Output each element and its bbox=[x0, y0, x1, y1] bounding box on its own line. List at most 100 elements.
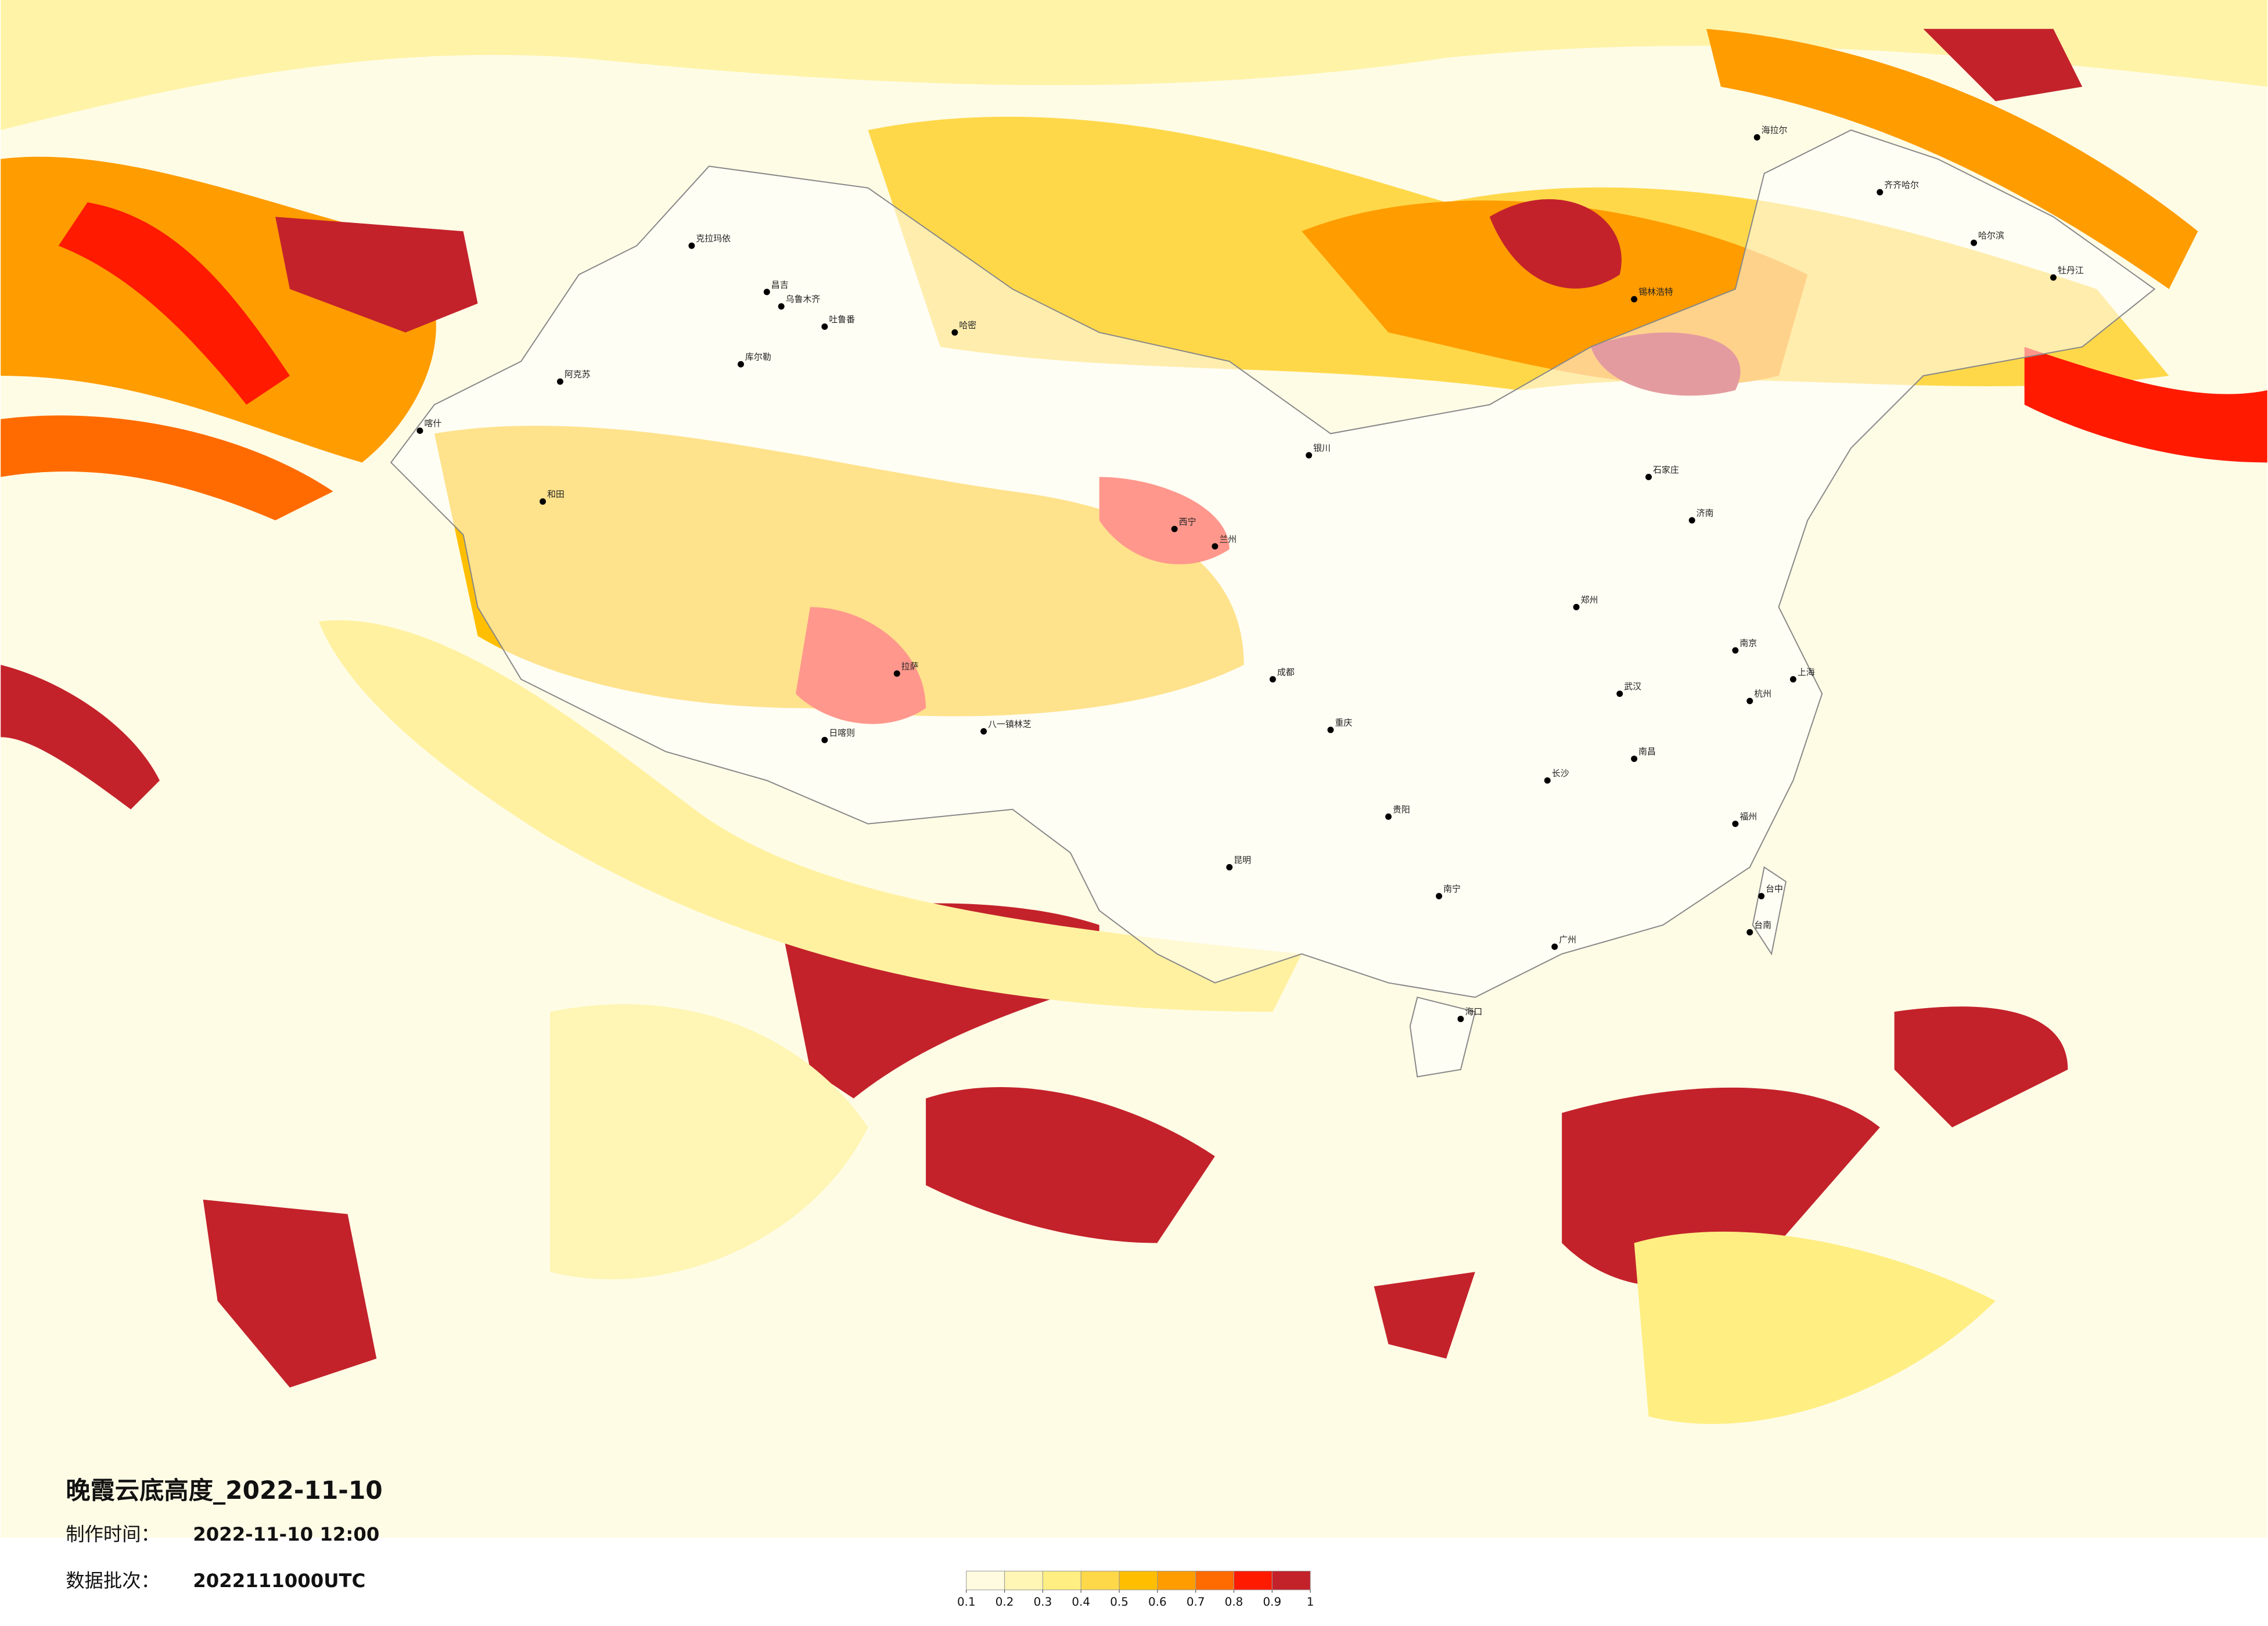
city-dot bbox=[763, 289, 770, 296]
city-label: 日喀则 bbox=[829, 728, 855, 738]
city-dot bbox=[893, 670, 900, 677]
city-label: 杭州 bbox=[1754, 689, 1771, 699]
city-dot bbox=[980, 728, 987, 735]
city-label: 南京 bbox=[1739, 638, 1757, 649]
batch-label: 数据批次： bbox=[66, 1570, 160, 1592]
city-label: 长沙 bbox=[1552, 768, 1569, 779]
city-dot bbox=[1732, 821, 1739, 828]
city-label: 石家庄 bbox=[1653, 465, 1679, 475]
city-dot bbox=[540, 498, 547, 505]
make-time-label: 制作时间： bbox=[66, 1523, 160, 1545]
cloud-area bbox=[1634, 1231, 1996, 1424]
city-dot bbox=[556, 378, 563, 385]
city-dot bbox=[416, 427, 423, 434]
city-label: 广州 bbox=[1559, 934, 1576, 945]
city-label: 昆明 bbox=[1234, 855, 1251, 865]
city-label: 哈尔滨 bbox=[1978, 231, 2004, 241]
city-dot bbox=[1573, 603, 1580, 610]
colorbar-swatch bbox=[1119, 1570, 1158, 1591]
cloud-area bbox=[58, 202, 290, 405]
city-label: 齐齐哈尔 bbox=[1884, 180, 1919, 190]
city-dot bbox=[1877, 189, 1884, 196]
colorbar-swatch bbox=[1234, 1570, 1273, 1591]
city-label: 吐鲁番 bbox=[829, 314, 855, 325]
colorbar-tick-label: 0.5 bbox=[1110, 1595, 1128, 1609]
city-label: 福州 bbox=[1739, 811, 1757, 822]
city-dot bbox=[1789, 676, 1796, 683]
city-label: 银川 bbox=[1313, 443, 1331, 454]
city-dot bbox=[1327, 726, 1334, 733]
city-label: 乌鲁木齐 bbox=[786, 294, 821, 304]
city-label: 海口 bbox=[1465, 1006, 1482, 1017]
colorbar-tick-label: 0.2 bbox=[995, 1595, 1014, 1609]
city-label: 牡丹江 bbox=[2058, 265, 2084, 275]
city-label: 昌吉 bbox=[771, 279, 789, 290]
city-dot bbox=[951, 329, 958, 336]
cloud-area bbox=[549, 1004, 868, 1279]
city-label: 济南 bbox=[1696, 508, 1714, 519]
city-dot bbox=[2050, 274, 2057, 281]
city-dot bbox=[1746, 697, 1753, 704]
colorbar-tick-label: 0.6 bbox=[1148, 1595, 1167, 1609]
colorbar-tick-label: 1 bbox=[1307, 1595, 1314, 1609]
colorbar-swatch bbox=[1195, 1570, 1235, 1591]
cloud-area bbox=[1374, 1272, 1475, 1359]
city-label: 台南 bbox=[1754, 920, 1771, 930]
city-dot bbox=[1732, 647, 1739, 654]
city-label: 锡林浩特 bbox=[1638, 287, 1673, 297]
city-label: 拉萨 bbox=[901, 661, 919, 671]
city-dot bbox=[1631, 756, 1638, 762]
city-dot bbox=[1753, 134, 1760, 141]
city-dot bbox=[688, 242, 695, 249]
cloud-area bbox=[1, 0, 2267, 130]
cloud-area bbox=[926, 1087, 1215, 1243]
batch: 2022111000UTC bbox=[193, 1570, 365, 1592]
city-label: 海拉尔 bbox=[1762, 125, 1788, 135]
city-label: 南宁 bbox=[1443, 884, 1461, 894]
city-label: 武汉 bbox=[1624, 681, 1641, 692]
china-outline bbox=[390, 129, 2156, 1078]
city-label: 郑州 bbox=[1581, 595, 1598, 605]
city-label: 成都 bbox=[1277, 667, 1295, 677]
colorbar-tick-label: 0.8 bbox=[1225, 1595, 1243, 1609]
city-dot bbox=[1544, 777, 1551, 784]
city-dot bbox=[821, 736, 828, 743]
city-dot bbox=[1212, 543, 1219, 550]
city-label: 贵阳 bbox=[1393, 804, 1410, 815]
cloud-area bbox=[1, 415, 333, 520]
city-dot bbox=[1758, 893, 1765, 900]
city-dot bbox=[778, 303, 785, 310]
city-dot bbox=[1171, 526, 1178, 533]
colorbar: 0.1 0.2 0.3 0.4 0.5 0.6 0.7 0.8 0.9 1 bbox=[957, 1570, 1314, 1609]
city-label: 西宁 bbox=[1179, 516, 1196, 527]
city-label: 和田 bbox=[547, 489, 565, 499]
colorbar-swatch bbox=[1004, 1570, 1043, 1591]
city-dot bbox=[1631, 296, 1638, 303]
city-dot bbox=[1269, 676, 1276, 683]
city-label: 哈密 bbox=[959, 320, 976, 330]
cloud-area bbox=[1562, 1087, 1880, 1287]
city-dot bbox=[738, 361, 744, 368]
city-dot bbox=[1457, 1016, 1464, 1023]
cloud-area bbox=[1923, 28, 2083, 102]
city-label: 南昌 bbox=[1638, 746, 1656, 757]
city-label: 阿克苏 bbox=[565, 369, 591, 380]
city-dot bbox=[821, 323, 828, 330]
colorbar-swatch bbox=[1042, 1570, 1081, 1591]
cloud-area bbox=[1, 664, 160, 810]
city-label: 台中 bbox=[1766, 884, 1783, 894]
colorbar-tick-label: 0.9 bbox=[1263, 1595, 1281, 1609]
city-dot bbox=[1645, 473, 1652, 480]
city-label: 上海 bbox=[1798, 667, 1815, 677]
cloud-area bbox=[1894, 1006, 2068, 1128]
city-label: 喀什 bbox=[424, 418, 441, 429]
city-label: 库尔勒 bbox=[745, 352, 771, 362]
city-label: 重庆 bbox=[1335, 717, 1352, 728]
city-dot bbox=[1971, 239, 1978, 246]
city-label: 兰州 bbox=[1219, 534, 1237, 544]
cloud-area bbox=[275, 217, 478, 333]
colorbar-tick-label: 0.7 bbox=[1187, 1595, 1205, 1609]
